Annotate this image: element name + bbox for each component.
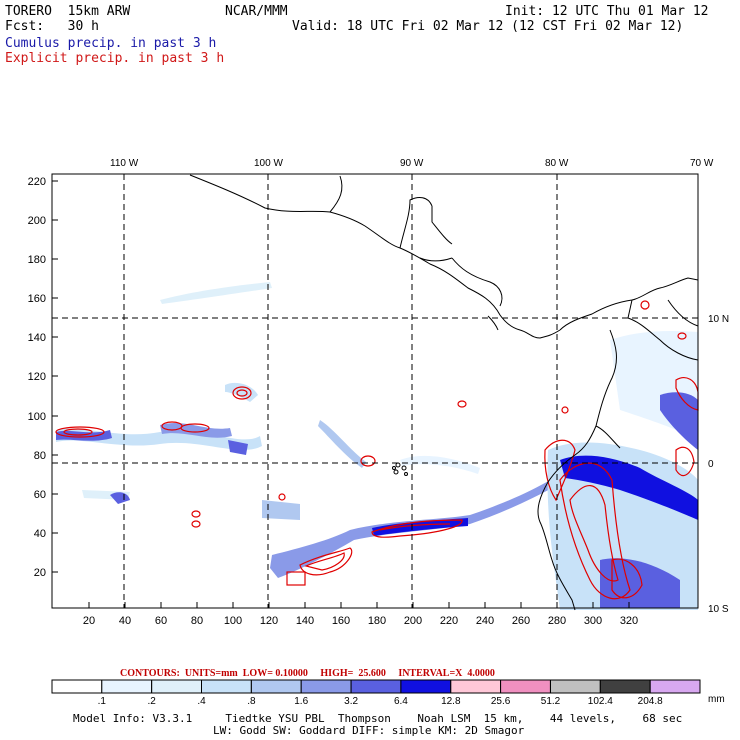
colorbar-level-label: .2 xyxy=(148,696,157,707)
x-tick-label: 100 xyxy=(224,615,242,627)
x-tick-label: 300 xyxy=(584,615,602,627)
contour-info: CONTOURS: UNITS=mm LOW= 0.10000 HIGH= 25… xyxy=(120,668,495,679)
x-tick-label: 320 xyxy=(620,615,638,627)
y-tick-label: 140 xyxy=(28,332,46,344)
colorbar-level-label: .4 xyxy=(197,696,206,707)
lat-label-10s: 10 S xyxy=(708,604,729,615)
y-tick-label: 100 xyxy=(28,411,46,423)
lon-label-80w: 80 W xyxy=(545,158,569,169)
x-tick-label: 160 xyxy=(332,615,350,627)
colorbar-level-label: 25.6 xyxy=(491,696,511,707)
x-tick-label: 280 xyxy=(548,615,566,627)
colorbar-swatch xyxy=(101,679,153,694)
colorbar-level-label: 102.4 xyxy=(588,696,613,707)
valid-time: Valid: 18 UTC Fri 02 Mar 12 (12 CST Fri … xyxy=(292,19,684,34)
explicit-precip-contours xyxy=(55,300,699,600)
x-tick-label: 80 xyxy=(191,615,203,627)
lon-label-100w: 100 W xyxy=(254,158,283,169)
colorbar-level-label: 12.8 xyxy=(441,696,461,707)
coastlines xyxy=(189,174,699,611)
lon-label-90w: 90 W xyxy=(400,158,424,169)
colorbar-level-label: .1 xyxy=(98,696,107,707)
lon-label-70w: 70 W xyxy=(690,158,714,169)
y-tick-label: 160 xyxy=(28,293,46,305)
colorbar-swatch xyxy=(450,679,502,694)
x-tick-label: 260 xyxy=(512,615,530,627)
colorbar-swatch xyxy=(300,679,352,694)
y-tick-label: 220 xyxy=(28,176,46,188)
colorbar-swatch xyxy=(550,679,601,694)
colorbar-swatch xyxy=(250,679,302,694)
colorbar-level-label: 51.2 xyxy=(541,696,561,707)
field-label-explicit: Explicit precip. in past 3 h xyxy=(5,51,225,66)
colorbar-level-label: 6.4 xyxy=(394,696,408,707)
colorbar-swatch xyxy=(599,679,651,694)
forecast-hour: Fcst: 30 h xyxy=(5,19,99,34)
precip-map: 110 W 100 W 90 W 80 W 70 W xyxy=(28,158,729,627)
colorbar-swatch xyxy=(51,679,103,694)
x-tick-label: 60 xyxy=(155,615,167,627)
init-time: Init: 12 UTC Thu 01 Mar 12 xyxy=(505,4,709,19)
latlon-grid xyxy=(52,174,698,608)
colorbar-swatch xyxy=(201,679,252,694)
colorbar: .1.2.4.8 1.6 3.2 6.4 12.8 25.6 51.2 102.4 204.8 … xyxy=(51,679,725,707)
colorbar-level-label: 3.2 xyxy=(344,696,358,707)
y-tick-label: 180 xyxy=(28,254,46,266)
y-tick-label: 120 xyxy=(28,371,46,383)
field-label-cumulus: Cumulus precip. in past 3 h xyxy=(5,36,217,51)
y-tick-label: 40 xyxy=(34,528,46,540)
lat-label-equator: 0 xyxy=(708,459,714,470)
x-tick-label: 40 xyxy=(119,615,131,627)
colorbar-swatch xyxy=(649,679,701,694)
x-tick-label: 180 xyxy=(368,615,386,627)
model-title: TORERO 15km ARW xyxy=(5,4,131,19)
model-info: Model Info: V3.3.1 Tiedtke YSU PBL Thomp… xyxy=(73,712,683,725)
model-physics: LW: Godd SW: Goddard DIFF: simple KM: 2D… xyxy=(213,724,525,737)
x-tick-label: 20 xyxy=(83,615,95,627)
cumulus-precip-shading xyxy=(56,282,698,610)
x-tick-label: 240 xyxy=(476,615,494,627)
colorbar-level-label: 1.6 xyxy=(294,696,308,707)
x-tick-label: 140 xyxy=(296,615,314,627)
y-tick-label: 20 xyxy=(34,567,46,579)
lat-label-10n: 10 N xyxy=(708,314,729,325)
x-tick-label: 220 xyxy=(440,615,458,627)
y-tick-label: 80 xyxy=(34,450,46,462)
colorbar-swatch xyxy=(151,679,202,694)
x-tick-label: 120 xyxy=(260,615,278,627)
y-tick-label: 60 xyxy=(34,489,46,501)
colorbar-swatch xyxy=(500,679,551,694)
map-frame xyxy=(51,173,699,609)
colorbar-swatch xyxy=(400,679,452,694)
x-tick-label: 200 xyxy=(404,615,422,627)
colorbar-units: mm xyxy=(708,694,725,705)
colorbar-swatch xyxy=(350,679,402,694)
y-tick-label: 200 xyxy=(28,215,46,227)
lon-label-110w: 110 W xyxy=(110,158,139,169)
colorbar-level-label: 204.8 xyxy=(638,696,663,707)
center-label: NCAR/MMM xyxy=(225,4,288,19)
colorbar-level-label: .8 xyxy=(247,696,256,707)
